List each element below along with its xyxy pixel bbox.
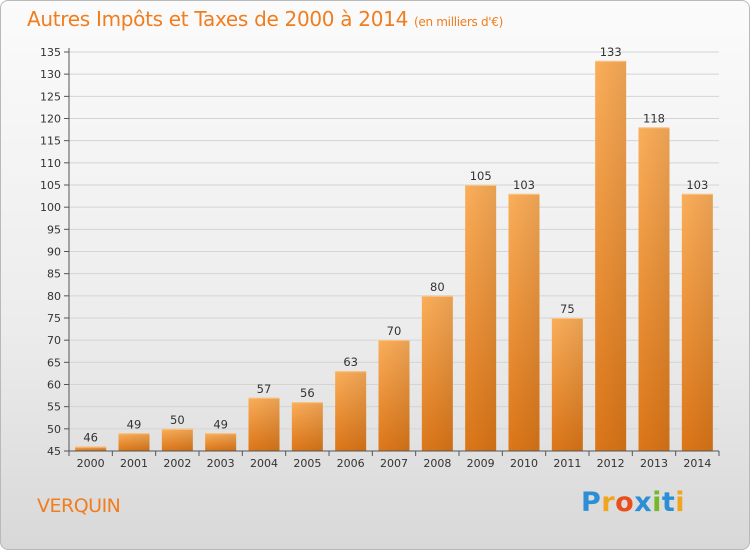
y-tick-label: 115: [40, 135, 61, 148]
x-tick-label: 2004: [250, 457, 278, 470]
y-tick-label: 105: [40, 179, 61, 192]
data-label: 49: [127, 417, 142, 431]
y-tick-label: 120: [40, 113, 61, 126]
bar-2011: 75: [551, 302, 583, 451]
y-tick-label: 80: [47, 290, 61, 303]
x-tick-label: 2000: [77, 457, 105, 470]
logo-letter: P: [581, 487, 602, 518]
bar-2006: 63: [335, 355, 367, 451]
y-tick-label: 70: [47, 334, 61, 347]
y-tick-label: 55: [47, 401, 61, 414]
logo-letter: i: [675, 487, 686, 518]
y-tick-label: 125: [40, 90, 61, 103]
y-tick-label: 60: [47, 379, 61, 392]
y-tick-label: 90: [47, 246, 61, 259]
x-tick-label: 2003: [207, 457, 235, 470]
bar-2010: 103: [508, 178, 540, 451]
bar-2007: 70: [378, 324, 410, 451]
logo-letter: i: [652, 487, 662, 518]
logo-letter: o: [615, 487, 635, 518]
bar-2003: 49: [205, 417, 237, 451]
bar-shade: [291, 402, 323, 451]
data-label: 56: [300, 386, 315, 400]
chart-title-text: Autres Impôts et Taxes de 2000 à 2014: [27, 7, 408, 31]
x-axis: 2000 2001 2002 2003 2004 2005 2006 2007 2008 2009…: [68, 450, 720, 470]
y-tick-label: 85: [47, 268, 61, 281]
y-tick-label: 95: [47, 223, 61, 236]
x-tick-label: 2008: [423, 457, 451, 470]
x-tick-label: 2006: [337, 457, 365, 470]
y-tick-label: 50: [47, 423, 61, 436]
data-label: 49: [213, 417, 228, 431]
logo-letter: r: [601, 487, 616, 518]
bar-shade: [205, 433, 237, 451]
x-tick-label: 2001: [120, 457, 148, 470]
chart-subtitle: (en milliers d'€): [414, 15, 504, 29]
bar-2012: 133: [595, 45, 627, 451]
bar-2009: 105: [465, 169, 497, 451]
data-label: 46: [83, 431, 98, 445]
data-label: 63: [343, 355, 358, 369]
data-label: 103: [686, 178, 708, 192]
y-tick-label: 45: [47, 445, 61, 458]
x-tick-label: 2012: [597, 457, 625, 470]
y-tick-label: 65: [47, 356, 61, 369]
y-axis: 45 50 55 60 65 70 75 80 85 90 95 100 105 110 115 120 125…: [40, 46, 70, 458]
data-label: 75: [560, 302, 575, 316]
data-label: 105: [470, 169, 492, 183]
x-tick-label: 2013: [640, 457, 668, 470]
logo-letter: x: [634, 487, 653, 518]
y-tick-label: 135: [40, 46, 61, 59]
y-tick-label: 75: [47, 312, 61, 325]
commune-name: VERQUIN: [37, 495, 121, 517]
bar-shade: [508, 193, 540, 451]
x-tick-label: 2007: [380, 457, 408, 470]
y-tick-label: 110: [40, 157, 61, 170]
y-tick-label: 100: [40, 201, 61, 214]
bar-shade: [681, 193, 713, 451]
bar-shade: [248, 397, 280, 451]
data-label: 50: [170, 413, 185, 427]
bar-shade: [378, 340, 410, 451]
bar-shade: [638, 127, 670, 451]
proxiti-logo[interactable]: Proxiti: [581, 487, 685, 518]
x-tick-label: 2002: [163, 457, 191, 470]
y-tick-label: 130: [40, 68, 61, 81]
bar-2000: 46: [75, 431, 107, 451]
data-label: 118: [643, 111, 665, 125]
x-tick-label: 2014: [683, 457, 711, 470]
x-tick-label: 2009: [467, 457, 495, 470]
bar-shade: [465, 185, 497, 451]
bar-2001: 49: [118, 417, 150, 451]
bar-shade: [335, 371, 367, 451]
bar-shade: [421, 295, 453, 451]
bar-2008: 80: [421, 280, 453, 451]
chart-title: Autres Impôts et Taxes de 2000 à 2014 (en…: [27, 7, 503, 31]
bar-shade: [595, 60, 627, 451]
data-label: 133: [600, 45, 622, 59]
data-label: 80: [430, 280, 445, 294]
bar-shade: [551, 318, 583, 451]
bar-2013: 118: [638, 111, 670, 451]
data-label: 70: [387, 324, 402, 338]
logo-letter: t: [661, 487, 676, 518]
bar-2014: 103: [681, 178, 713, 451]
bar-2002: 50: [161, 413, 193, 451]
bar-shade: [75, 446, 107, 451]
bar-shade: [161, 428, 193, 451]
data-label: 57: [257, 382, 272, 396]
x-tick-label: 2011: [553, 457, 581, 470]
bar-2005: 56: [291, 386, 323, 451]
bar-shade: [118, 433, 150, 451]
bar-2004: 57: [248, 382, 280, 451]
bars: 46 49 50 49 57 56 63 70 80 105 103 75 133 118 103: [75, 45, 713, 451]
x-tick-label: 2010: [510, 457, 538, 470]
data-label: 103: [513, 178, 535, 192]
x-tick-label: 2005: [293, 457, 321, 470]
